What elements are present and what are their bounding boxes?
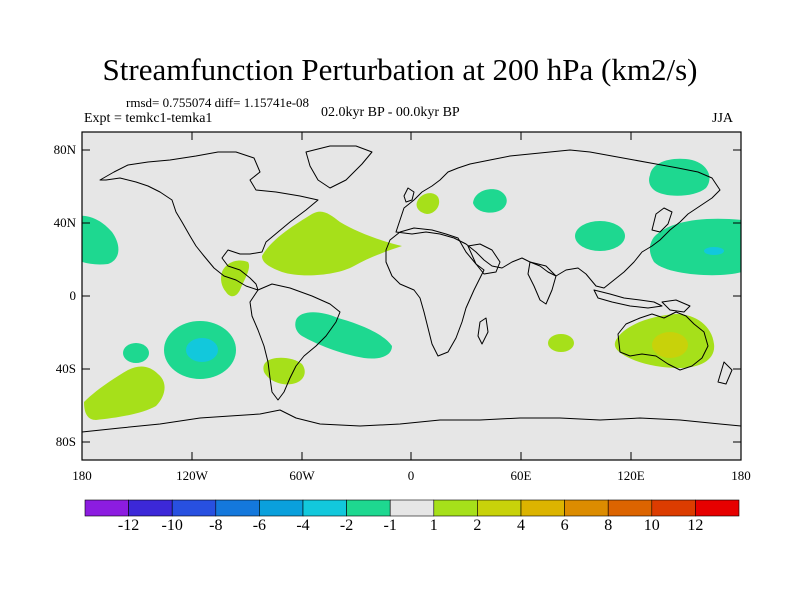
lat-label-0: 0 xyxy=(69,288,77,303)
colorbar-label: -6 xyxy=(252,517,267,534)
plot-title: Streamfunction Perturbation at 200 hPa (… xyxy=(102,52,698,87)
lat-label-40n: 40N xyxy=(53,215,76,230)
region-n-pacific xyxy=(649,218,741,276)
colorbar-label: 8 xyxy=(604,517,613,534)
rmsd-diff-label: rmsd= 0.755074 diff= 1.15741e-08 xyxy=(126,95,310,110)
region-china xyxy=(575,221,625,251)
colorbar-label: -4 xyxy=(296,517,310,534)
colorbar-box-6 xyxy=(302,499,347,517)
latitude-ticks xyxy=(82,149,741,443)
colorbar-box-4 xyxy=(215,499,260,517)
colorbar-label: -1 xyxy=(383,517,397,534)
colorbar xyxy=(84,499,740,517)
coast-australia xyxy=(617,311,709,371)
field-contours xyxy=(82,158,741,420)
colorbar-label: -8 xyxy=(209,517,223,534)
colorbar-box-5 xyxy=(259,499,304,517)
colorbar-box-13 xyxy=(607,499,653,517)
period-label: 02.0kyr BP - 00.0kyr BP xyxy=(321,105,460,120)
colorbar-label: 4 xyxy=(517,517,525,534)
coast-uk xyxy=(403,187,415,203)
coast-south-america xyxy=(249,283,341,401)
colorbar-box-9 xyxy=(433,499,478,517)
coast-greenland xyxy=(305,145,373,189)
coast-madagascar xyxy=(477,317,489,345)
colorbar-box-7 xyxy=(346,499,391,517)
colorbar-box-3 xyxy=(171,499,217,517)
coast-north-america xyxy=(99,151,319,291)
colorbar-label: 1 xyxy=(429,517,438,534)
region-trop-atlantic xyxy=(262,211,402,276)
coast-antarctica xyxy=(81,409,742,433)
colorbar-label: 6 xyxy=(560,517,569,534)
colorbar-box-11 xyxy=(520,499,565,517)
lon-label-120e: 120E xyxy=(617,468,645,483)
lon-label-0: 0 xyxy=(407,468,415,483)
lon-label-60w: 60W xyxy=(289,468,315,483)
coast-eurasia xyxy=(395,149,721,289)
colorbar-label: -10 xyxy=(161,517,183,534)
region-n-pacific-core xyxy=(704,247,724,255)
region-indian-ocean xyxy=(548,334,574,352)
coast-india xyxy=(527,261,557,305)
colorbar-box-14 xyxy=(651,499,696,517)
coast-indonesia xyxy=(593,289,663,309)
colorbar-box-15 xyxy=(695,499,740,517)
lat-label-80s: 80S xyxy=(55,434,76,449)
coastlines xyxy=(81,145,742,433)
region-central-australia xyxy=(652,332,688,358)
lat-label-80n: 80N xyxy=(53,142,76,157)
lon-label-120w: 120W xyxy=(176,468,208,483)
lon-label-180e: 180 xyxy=(731,468,751,483)
colorbar-label: 2 xyxy=(473,517,482,534)
colorbar-label: -2 xyxy=(339,517,354,534)
coast-japan xyxy=(651,207,673,233)
region-central-america xyxy=(221,260,250,297)
map-frame xyxy=(81,131,742,461)
colorbar-box-12 xyxy=(564,499,609,517)
colorbar-box-1 xyxy=(84,499,129,517)
colorbar-box-8 xyxy=(389,499,435,517)
region-s-pacific-core xyxy=(186,338,218,362)
coast-new-guinea xyxy=(661,299,691,313)
lon-label-180w: 180 xyxy=(72,468,92,483)
region-patagonia xyxy=(263,357,305,385)
colorbar-box-2 xyxy=(128,499,173,517)
coast-arabia xyxy=(467,243,501,275)
coast-new-zealand xyxy=(717,361,733,385)
region-ne-siberia xyxy=(649,158,710,196)
coast-africa xyxy=(385,227,485,357)
region-central-europe xyxy=(416,193,440,214)
region-se-pacific xyxy=(123,343,149,363)
region-caspian xyxy=(473,189,507,213)
colorbar-label: -12 xyxy=(117,517,140,534)
colorbar-label: 12 xyxy=(687,517,704,534)
season-label: JJA xyxy=(712,111,734,126)
colorbar-box-10 xyxy=(477,499,522,517)
colorbar-label: 10 xyxy=(643,517,660,534)
lat-label-40s: 40S xyxy=(55,361,76,376)
region-ne-pacific xyxy=(82,215,119,265)
experiment-label: Expt = temkc1-temka1 xyxy=(84,111,213,126)
map-background xyxy=(82,132,741,460)
region-s-atlantic xyxy=(295,312,392,359)
region-sw-pacific xyxy=(84,366,165,420)
lon-label-60e: 60E xyxy=(510,468,532,483)
